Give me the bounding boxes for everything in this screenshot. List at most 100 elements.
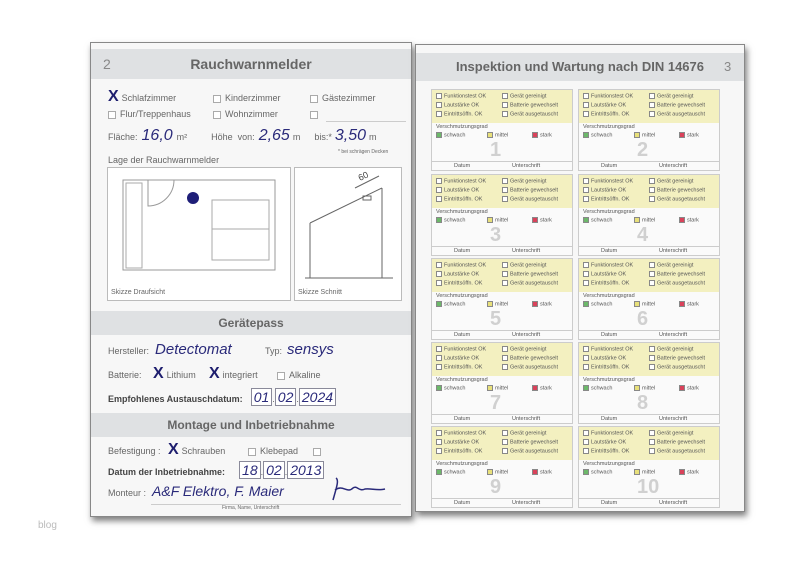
check-item[interactable]: Gerät ausgetauscht (502, 280, 558, 287)
check-item[interactable]: Gerät ausgetauscht (649, 111, 705, 118)
soiling-0[interactable]: schwach (436, 132, 465, 139)
check-item[interactable]: Eintrittsöffn. OK (436, 196, 482, 203)
check-item[interactable]: Eintrittsöffn. OK (583, 196, 629, 203)
soiling-2[interactable]: stark (532, 301, 552, 308)
height-from[interactable]: 2,65 (258, 127, 290, 144)
room-schlafzimmer[interactable]: X Schlafzimmer (108, 88, 177, 105)
soiling-1[interactable]: mittel (634, 132, 655, 139)
manufacturer-value[interactable]: Detectomat (155, 341, 232, 358)
check-item[interactable]: Gerät ausgetauscht (649, 280, 705, 287)
check-item[interactable]: Funktionstest OK (436, 346, 486, 353)
check-item[interactable]: Funktionstest OK (583, 93, 633, 100)
soiling-2[interactable]: stark (679, 301, 699, 308)
soiling-1[interactable]: mittel (487, 301, 508, 308)
area-value[interactable]: 16,0 (141, 127, 173, 144)
check-item[interactable]: Funktionstest OK (436, 262, 486, 269)
check-item[interactable]: Lautstärke OK (436, 102, 479, 109)
check-item[interactable]: Eintrittsöffn. OK (436, 111, 482, 118)
check-item[interactable]: Gerät gereinigt (502, 178, 546, 185)
check-item[interactable]: Gerät ausgetauscht (502, 448, 558, 455)
check-item[interactable]: Eintrittsöffn. OK (583, 364, 629, 371)
room-flur[interactable]: Flur/Treppenhaus (108, 109, 213, 119)
soiling-1[interactable]: mittel (487, 469, 508, 476)
check-item[interactable]: Lautstärke OK (583, 187, 626, 194)
soiling-0[interactable]: schwach (583, 132, 612, 139)
check-item[interactable]: Gerät ausgetauscht (649, 364, 705, 371)
check-item[interactable]: Lautstärke OK (583, 102, 626, 109)
check-item[interactable]: Batterie gewechselt (649, 355, 705, 362)
soiling-1[interactable]: mittel (487, 132, 508, 139)
check-item[interactable]: Batterie gewechselt (649, 271, 705, 278)
check-item[interactable]: Eintrittsöffn. OK (583, 111, 629, 118)
soiling-0[interactable]: schwach (583, 385, 612, 392)
check-item[interactable]: Lautstärke OK (583, 271, 626, 278)
check-item[interactable]: Gerät gereinigt (649, 93, 693, 100)
check-item[interactable]: Eintrittsöffn. OK (583, 280, 629, 287)
check-item[interactable]: Gerät gereinigt (649, 346, 693, 353)
check-item[interactable]: Batterie gewechselt (649, 187, 705, 194)
type-value[interactable]: sensys (287, 341, 334, 358)
battery-lithium[interactable]: X Lithium (153, 365, 196, 382)
check-item[interactable]: Gerät gereinigt (502, 93, 546, 100)
check-item[interactable]: Funktionstest OK (436, 93, 486, 100)
check-item[interactable]: Eintrittsöffn. OK (436, 448, 482, 455)
installer-value[interactable]: A&F Elektro, F. Maier (152, 483, 284, 499)
check-item[interactable]: Lautstärke OK (436, 439, 479, 446)
check-item[interactable]: Batterie gewechselt (502, 355, 558, 362)
soiling-1[interactable]: mittel (634, 301, 655, 308)
soiling-2[interactable]: stark (532, 132, 552, 139)
check-item[interactable]: Eintrittsöffn. OK (583, 448, 629, 455)
check-item[interactable]: Batterie gewechselt (649, 439, 705, 446)
soiling-0[interactable]: schwach (436, 217, 465, 224)
check-item[interactable]: Funktionstest OK (436, 178, 486, 185)
fixing-schrauben[interactable]: X Schrauben (168, 441, 226, 458)
check-item[interactable]: Gerät gereinigt (502, 430, 546, 437)
replace-date[interactable]: 01. 02. 2024 (250, 388, 337, 406)
soiling-1[interactable]: mittel (634, 469, 655, 476)
check-item[interactable]: Batterie gewechselt (502, 187, 558, 194)
check-item[interactable]: Gerät ausgetauscht (649, 448, 705, 455)
soiling-0[interactable]: schwach (436, 385, 465, 392)
fixing-klebepad[interactable]: Klebepad (248, 446, 313, 456)
check-item[interactable]: Lautstärke OK (436, 187, 479, 194)
check-item[interactable]: Gerät gereinigt (502, 262, 546, 269)
check-item[interactable]: Lautstärke OK (583, 355, 626, 362)
soiling-1[interactable]: mittel (634, 385, 655, 392)
check-item[interactable]: Gerät ausgetauscht (502, 111, 558, 118)
soiling-1[interactable]: mittel (487, 385, 508, 392)
check-item[interactable]: Eintrittsöffn. OK (436, 364, 482, 371)
soiling-0[interactable]: schwach (436, 301, 465, 308)
check-item[interactable]: Lautstärke OK (583, 439, 626, 446)
soiling-0[interactable]: schwach (583, 469, 612, 476)
check-item[interactable]: Funktionstest OK (583, 262, 633, 269)
soiling-1[interactable]: mittel (634, 217, 655, 224)
battery-alkaline[interactable]: Alkaline (277, 370, 321, 380)
check-item[interactable]: Gerät gereinigt (649, 178, 693, 185)
soiling-2[interactable]: stark (532, 217, 552, 224)
soiling-1[interactable]: mittel (487, 217, 508, 224)
soiling-2[interactable]: stark (532, 469, 552, 476)
check-item[interactable]: Funktionstest OK (583, 178, 633, 185)
height-to[interactable]: 3,50 (334, 127, 366, 144)
check-item[interactable]: Funktionstest OK (583, 430, 633, 437)
check-item[interactable]: Gerät gereinigt (649, 262, 693, 269)
room-kinderzimmer[interactable]: Kinderzimmer (213, 93, 310, 103)
check-item[interactable]: Gerät ausgetauscht (649, 196, 705, 203)
soiling-2[interactable]: stark (679, 469, 699, 476)
soiling-0[interactable]: schwach (436, 469, 465, 476)
check-item[interactable]: Funktionstest OK (583, 346, 633, 353)
fixing-other[interactable] (313, 446, 325, 456)
soiling-2[interactable]: stark (679, 217, 699, 224)
room-gaestezimmer[interactable]: Gästezimmer (310, 93, 376, 103)
soiling-0[interactable]: schwach (583, 301, 612, 308)
check-item[interactable]: Gerät gereinigt (502, 346, 546, 353)
check-item[interactable]: Lautstärke OK (436, 355, 479, 362)
check-item[interactable]: Batterie gewechselt (502, 439, 558, 446)
check-item[interactable]: Batterie gewechselt (649, 102, 705, 109)
soiling-0[interactable]: schwach (583, 217, 612, 224)
soiling-2[interactable]: stark (532, 385, 552, 392)
room-wohnzimmer[interactable]: Wohnzimmer (213, 109, 310, 119)
soiling-2[interactable]: stark (679, 132, 699, 139)
check-item[interactable]: Eintrittsöffn. OK (436, 280, 482, 287)
